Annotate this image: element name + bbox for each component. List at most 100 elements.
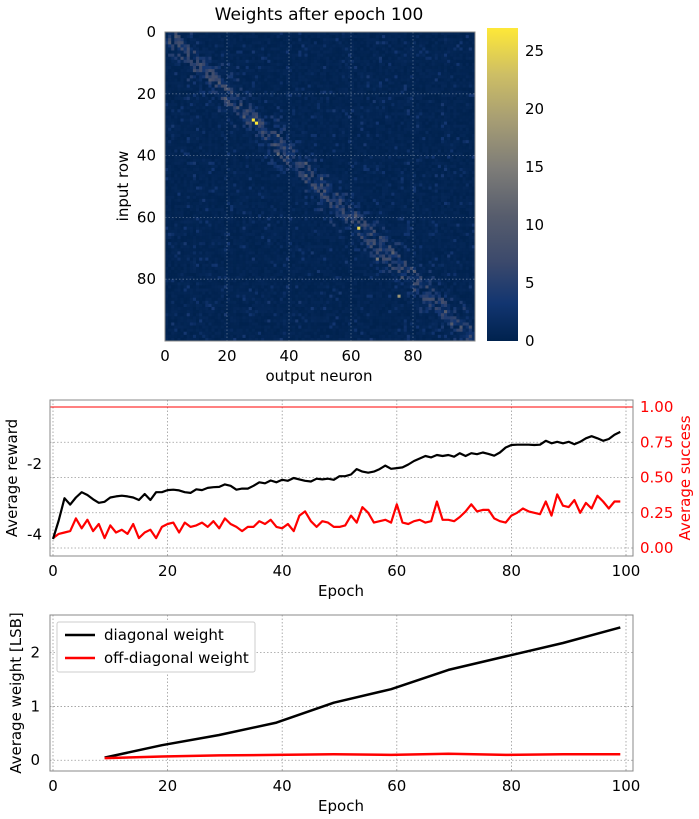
heatmap-cell (217, 32, 222, 36)
heatmap-cell (298, 72, 302, 76)
heatmap-cell (320, 177, 324, 181)
heatmap-cell (270, 96, 274, 101)
heatmap-cell (425, 103, 429, 107)
heatmap-cell (211, 133, 215, 138)
heatmap-cell (385, 75, 389, 79)
heatmap-cell (304, 146, 308, 150)
heatmap-cell (205, 50, 209, 54)
heatmap-cell (258, 87, 262, 92)
heatmap-cell (183, 174, 187, 178)
heatmap-cell (332, 75, 336, 79)
heatmap-cell (403, 143, 408, 147)
heatmap-cell (199, 99, 203, 104)
heatmap-cell (196, 87, 200, 92)
heatmap-cell (437, 149, 442, 153)
heatmap-cell (366, 78, 370, 82)
heatmap-cell (406, 53, 411, 58)
heatmap-cell (354, 109, 358, 113)
heatmap-cell (440, 130, 445, 135)
heatmap-cell (471, 44, 476, 48)
heatmap-cell (335, 93, 339, 98)
heatmap-cell (236, 103, 240, 107)
heatmap-cell (313, 112, 318, 116)
heatmap-cell (447, 103, 451, 107)
heatmap-cell (165, 155, 169, 159)
heatmap-cell (248, 41, 253, 45)
heatmap-cell (323, 35, 327, 39)
heatmap-cell (388, 38, 392, 42)
heatmap-cell (304, 149, 308, 153)
heatmap-cell (165, 50, 169, 54)
heatmap-cell (388, 84, 392, 88)
heatmap-cell (363, 130, 367, 135)
heatmap-cell (292, 41, 296, 45)
heatmap-cell (192, 137, 197, 141)
heatmap-cell (347, 171, 352, 175)
heatmap-cell (239, 96, 243, 101)
heatmap-cell (357, 32, 361, 36)
heatmap-cell (416, 53, 420, 58)
heatmap-cell (406, 65, 411, 70)
heatmap-cell (254, 133, 259, 138)
heatmap-cell (242, 84, 246, 88)
heatmap-cell (279, 143, 284, 147)
heatmap-cell (431, 149, 435, 153)
heatmap-cell (307, 127, 311, 132)
heatmap-cell (254, 32, 259, 36)
heatmap-cell (431, 152, 435, 156)
heatmap-cell (292, 118, 296, 122)
heatmap-cell (351, 62, 355, 67)
heatmap-cell (422, 152, 426, 156)
heatmap-cell (444, 177, 448, 181)
heatmap-cell (254, 146, 259, 150)
heatmap-cell (335, 112, 339, 116)
heatmap-cell (326, 65, 330, 70)
heatmap-cell (208, 93, 212, 98)
heatmap-cell (298, 180, 302, 184)
heatmap-cell (326, 56, 330, 61)
heatmap-cell (338, 183, 342, 187)
heatmap-cell (230, 155, 234, 159)
heatmap-cell (165, 174, 169, 178)
heatmap-cell (465, 96, 470, 101)
heatmap-cell (344, 32, 349, 36)
heatmap-cell (301, 133, 305, 138)
heatmap-cell (301, 130, 305, 135)
heatmap-cell (168, 133, 172, 138)
heatmap-cell (406, 152, 411, 156)
heatmap-cell (273, 174, 277, 178)
heatmap-cell (174, 32, 178, 36)
heatmap-cell (174, 146, 178, 150)
heatmap-cell (450, 149, 454, 153)
heatmap-cell (254, 130, 259, 135)
heatmap-cell (338, 96, 342, 101)
heatmap-cell (165, 35, 169, 39)
heatmap-cell (196, 41, 200, 45)
heatmap-cell (289, 84, 293, 88)
heatmap-cell (425, 93, 429, 98)
heatmap-cell (270, 155, 274, 159)
heatmap-cell (251, 87, 256, 92)
heatmap-cell (413, 112, 417, 116)
heatmap-cell (403, 140, 408, 144)
heatmap-cell (338, 32, 342, 36)
heatmap-cell (459, 75, 463, 79)
heatmap-cell (301, 47, 305, 51)
heatmap-cell (363, 35, 367, 39)
heatmap-cell (403, 59, 408, 64)
heatmap-cell (444, 161, 448, 166)
heatmap-cell (214, 167, 218, 172)
heatmap-cell (326, 96, 330, 101)
heatmap-cell (323, 127, 327, 132)
heatmap-cell (236, 96, 240, 101)
heatmap-cell (242, 72, 246, 76)
heatmap-cell (425, 81, 429, 85)
heatmap-cell (332, 93, 336, 98)
heatmap-cell (192, 118, 197, 122)
heatmap-cell (378, 59, 383, 64)
heatmap-cell (347, 72, 352, 76)
heatmap-cell (251, 121, 256, 125)
heatmap-cell (261, 90, 265, 95)
heatmap-cell (236, 143, 240, 147)
heatmap-cell (382, 72, 386, 76)
